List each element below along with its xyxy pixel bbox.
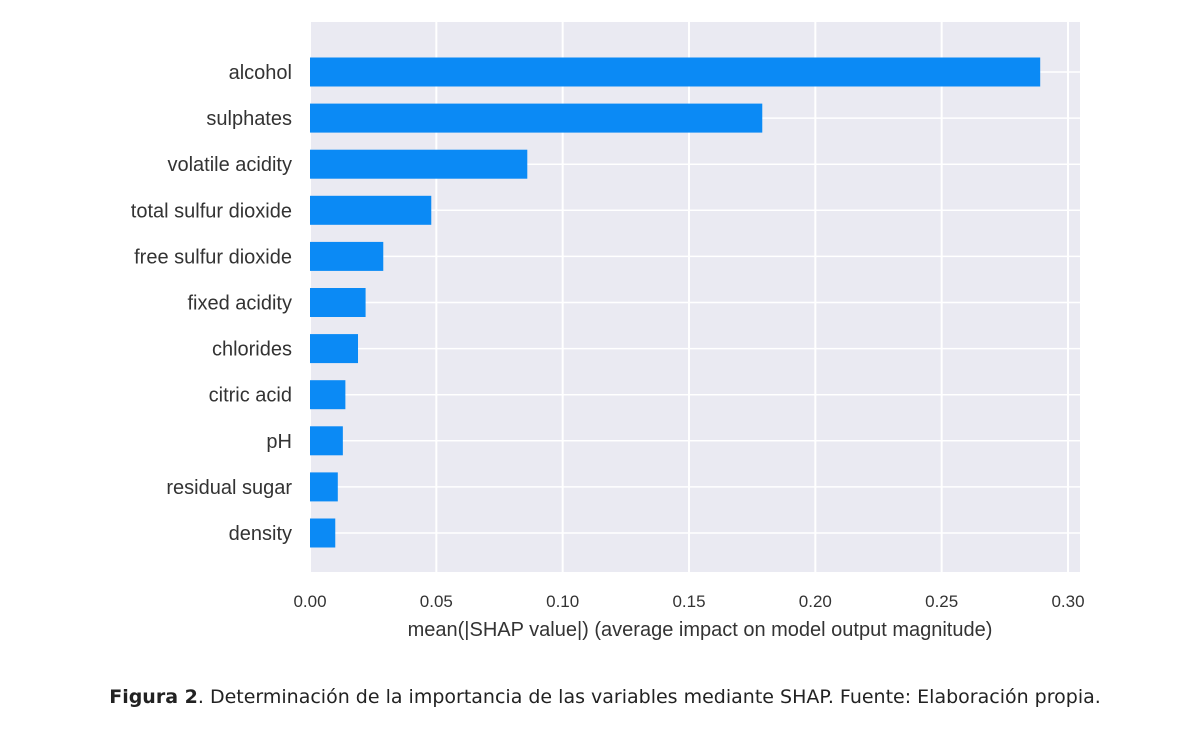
category-label: residual sugar <box>166 477 292 499</box>
category-label: volatile acidity <box>167 154 292 176</box>
x-tick-label: 0.10 <box>546 592 579 611</box>
figure-caption: Figura 2. Determinación de la importanci… <box>100 684 1110 710</box>
caption-label: Figura 2 <box>109 686 198 708</box>
category-label: alcohol <box>229 62 292 84</box>
bar-sulphates <box>310 103 763 133</box>
bar-residual-sugar <box>310 472 338 502</box>
bar-fixed-acidity <box>310 288 366 317</box>
category-label: fixed acidity <box>188 293 293 315</box>
x-tick-label: 0.15 <box>672 592 705 611</box>
x-tick-label: 0.00 <box>293 592 326 611</box>
x-tick-labels: 0.00 0.05 0.10 0.15 0.20 0.25 0.30 <box>293 592 1084 611</box>
category-label: pH <box>266 431 292 453</box>
x-tick-label: 0.05 <box>420 592 453 611</box>
bar-density <box>310 518 336 548</box>
category-label: free sulfur dioxide <box>134 246 292 268</box>
bar-free-sulfur-dioxide <box>310 241 384 271</box>
bar-ph <box>310 426 343 456</box>
category-label: chlorides <box>212 339 292 361</box>
category-labels: alcohol sulphates volatile acidity total su… <box>131 62 293 545</box>
category-label: sulphates <box>206 108 292 130</box>
category-label: citric acid <box>209 385 292 407</box>
caption-text: . Determinación de la importancia de las… <box>197 686 1101 708</box>
x-tick-label: 0.25 <box>925 592 958 611</box>
bar-total-sulfur-dioxide <box>310 195 432 225</box>
x-tick-label: 0.30 <box>1051 592 1084 611</box>
bars <box>310 57 1041 548</box>
category-label: density <box>229 523 292 545</box>
bar-volatile-acidity <box>310 149 528 179</box>
chart: alcohol sulphates volatile acidity total su… <box>131 22 1085 641</box>
bar-chlorides <box>310 334 359 364</box>
category-label: total sulfur dioxide <box>131 200 292 222</box>
bar-alcohol <box>310 57 1041 87</box>
bar-citric-acid <box>310 380 346 410</box>
x-axis-label: mean(|SHAP value|) (average impact on mo… <box>408 619 993 641</box>
x-tick-label: 0.20 <box>799 592 832 611</box>
